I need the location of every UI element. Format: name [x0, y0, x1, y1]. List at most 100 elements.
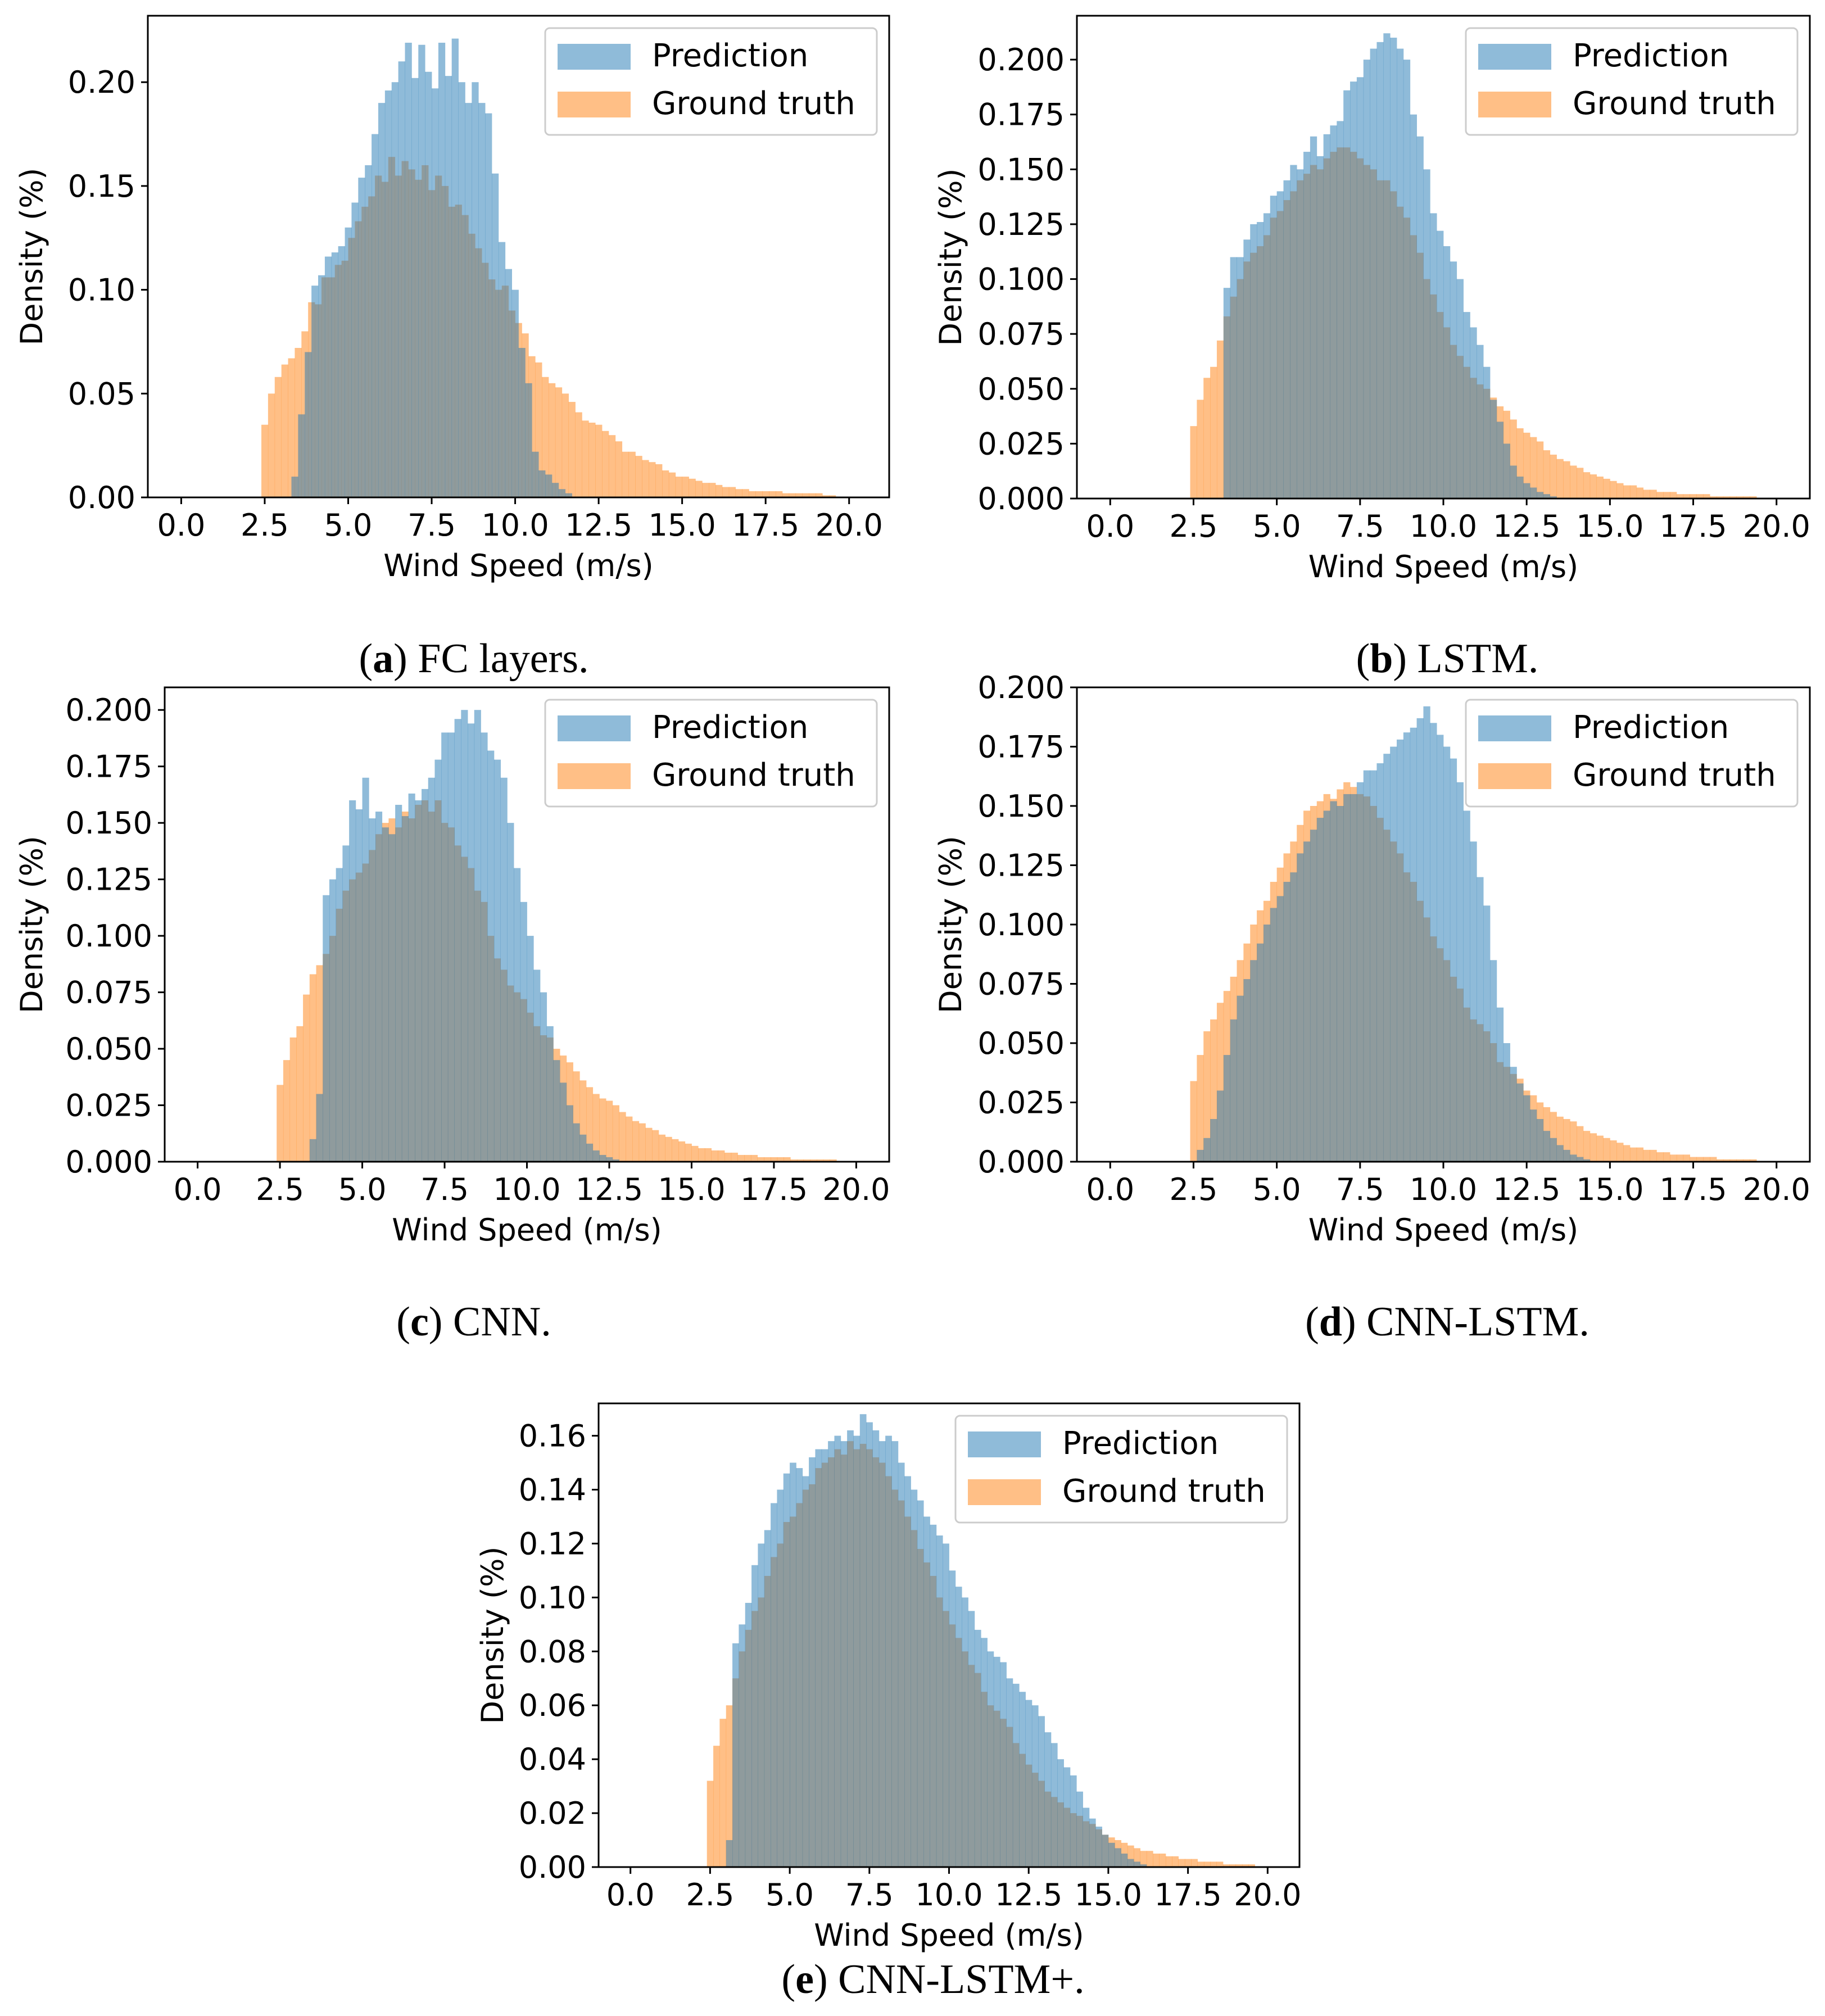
x-tick-label: 5.0: [766, 1877, 814, 1913]
prediction-bar: [1583, 1159, 1591, 1162]
prediction-bar: [1243, 239, 1251, 499]
prediction-bar: [1570, 1154, 1577, 1162]
ground-truth-bar: [735, 489, 742, 497]
ground-truth-bar: [561, 393, 569, 497]
y-tick-label: 0.200: [977, 42, 1065, 78]
prediction-bar: [732, 1643, 739, 1867]
ground-truth-bar: [1172, 1856, 1179, 1867]
prediction-bar: [1337, 806, 1344, 1162]
prediction-bar: [885, 1435, 892, 1867]
panel-a: 0.0 2.5 5.0 7.5 10.0 12.5 15.0 17.5 20.0 0.00 0.05…: [0, 0, 911, 691]
prediction-bar: [930, 1524, 937, 1867]
x-tick-label: 2.5: [256, 1172, 304, 1207]
ground-truth-bar: [1670, 1154, 1677, 1162]
x-tick-label: 15.0: [649, 508, 716, 543]
prediction-bar: [415, 800, 422, 1162]
x-tick-label: 5.0: [324, 508, 373, 543]
prediction-bar: [1108, 1842, 1115, 1867]
ground-truth-bar: [568, 402, 576, 497]
prediction-bar: [834, 1435, 841, 1867]
ground-truth-bar: [1696, 494, 1704, 499]
prediction-bar: [372, 134, 379, 497]
ground-truth-bar: [769, 491, 776, 497]
prediction-bar: [1450, 758, 1457, 1162]
y-tick-label: 0.00: [68, 480, 135, 515]
ground-truth-bar: [1650, 490, 1657, 499]
prediction-bar: [962, 1597, 968, 1867]
ground-truth-bar: [628, 451, 636, 497]
prediction-bar: [739, 1624, 746, 1867]
ground-truth-bar: [1603, 478, 1610, 499]
x-tick-label: 12.5: [995, 1877, 1062, 1913]
prediction-bar: [1416, 718, 1424, 1162]
prediction-bar: [1257, 222, 1264, 499]
prediction-bar: [1323, 134, 1330, 499]
ground-truth-bar: [261, 424, 269, 497]
prediction-bar: [1536, 492, 1544, 499]
ground-truth-bar: [719, 1719, 727, 1867]
ground-truth-bar: [731, 1152, 738, 1162]
prediction-bar: [1223, 288, 1231, 499]
y-tick-label: 0.06: [519, 1688, 586, 1723]
x-tick-label: 0.0: [174, 1172, 222, 1207]
ground-truth-bar: [1656, 492, 1664, 499]
prediction-bar: [1050, 1743, 1058, 1867]
ground-truth-bar: [296, 1026, 304, 1162]
series-prediction-d: [1197, 706, 1591, 1162]
prediction-bar: [338, 246, 345, 497]
ground-truth-bar: [638, 1123, 646, 1162]
y-tick-label: 0.075: [65, 975, 152, 1011]
ground-truth-bar: [1536, 441, 1544, 499]
ground-truth-bar: [1663, 1152, 1670, 1162]
prediction-bar: [1237, 995, 1244, 1162]
prediction-bar: [1230, 1019, 1237, 1162]
ground-truth-bar: [555, 387, 563, 497]
prediction-bar: [1237, 257, 1244, 499]
caption-a-text: FC layers.: [418, 636, 589, 682]
y-tick-label: 0.000: [977, 481, 1065, 517]
prediction-bar: [553, 1060, 560, 1162]
prediction-bar: [351, 202, 359, 498]
prediction-bar: [1343, 90, 1351, 499]
x-tick-label: 10.0: [915, 1877, 982, 1913]
prediction-bar: [1437, 735, 1444, 1162]
prediction-bar: [815, 1449, 822, 1867]
caption-e: (e) CNN-LSTM+.: [781, 1956, 1085, 2003]
prediction-bar: [487, 750, 495, 1162]
prediction-bar: [917, 1500, 924, 1867]
y-axis-label: Density (%): [933, 836, 968, 1013]
ground-truth-bar: [1222, 1864, 1230, 1867]
caption-c-text: CNN.: [452, 1299, 551, 1345]
prediction-bar: [545, 474, 553, 497]
y-tick-label: 0.050: [977, 372, 1065, 407]
prediction-bar: [1383, 33, 1391, 499]
prediction-bar: [411, 78, 419, 497]
x-tick-label: 20.0: [1743, 1172, 1810, 1207]
ground-truth-bar: [1229, 1864, 1237, 1867]
prediction-bar: [573, 1123, 580, 1162]
ground-truth-bar: [1577, 468, 1584, 499]
y-tick-label: 0.025: [65, 1088, 152, 1123]
ground-truth-bar: [1629, 1147, 1637, 1162]
prediction-bar: [1283, 882, 1290, 1162]
prediction-bar: [425, 71, 432, 498]
prediction-bar: [1410, 114, 1417, 499]
prediction-bar: [1257, 943, 1264, 1162]
prediction-bar: [955, 1587, 962, 1867]
ground-truth-bar: [1610, 1140, 1617, 1162]
prediction-bar: [1263, 213, 1271, 499]
x-axis-label: Wind Speed (m/s): [1308, 1212, 1578, 1248]
ground-truth-bar: [744, 1154, 751, 1162]
ground-truth-bar: [724, 1152, 732, 1162]
prediction-bar: [505, 269, 513, 497]
prediction-bar: [468, 723, 475, 1162]
prediction-bar: [1477, 345, 1484, 499]
ground-truth-bar: [1165, 1856, 1172, 1867]
y-tick-label: 0.02: [519, 1796, 586, 1831]
caption-c-letter: c: [410, 1299, 429, 1345]
ground-truth-bar: [1676, 494, 1684, 499]
ground-truth-bar: [635, 456, 642, 497]
ground-truth-bar: [1743, 1159, 1750, 1162]
prediction-bar: [1350, 81, 1357, 499]
x-tick-label: 0.0: [157, 508, 205, 543]
